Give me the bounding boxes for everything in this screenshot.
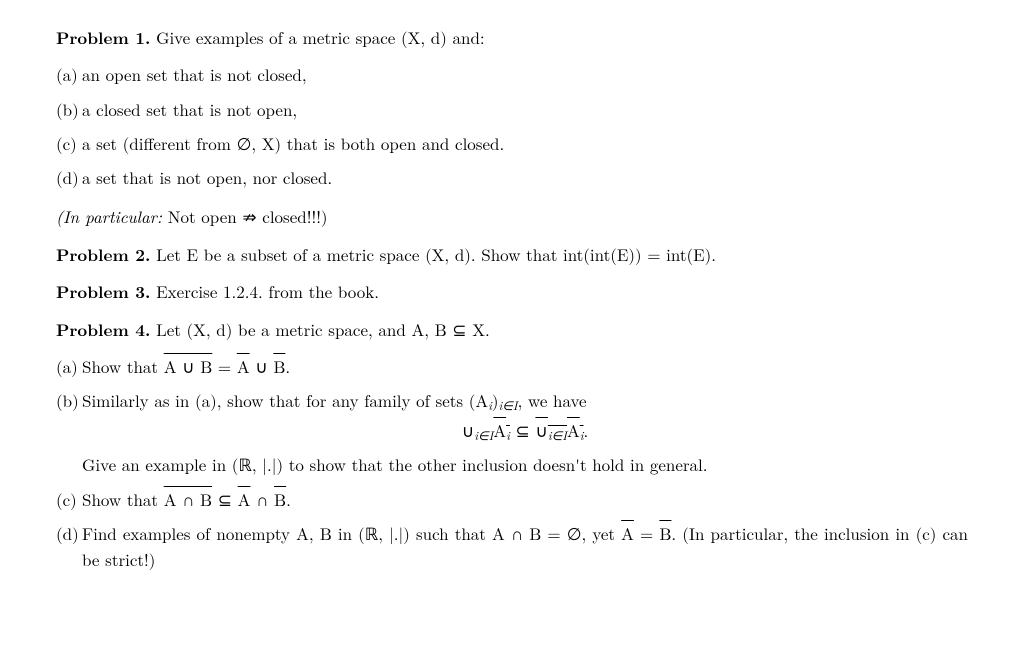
p4-c-r2: B (274, 487, 286, 511)
p4-a-eq: = (212, 354, 237, 378)
p4-a-pre: Show that (82, 354, 164, 378)
p4-b-abar: Ai (493, 418, 510, 442)
p1-c-marker: (c) (56, 130, 77, 156)
p4-c-lhs: A ∩ B (164, 487, 212, 511)
p1-item-c: (c) a set (different from ∅, X) that is … (56, 126, 968, 160)
p4-b-lead: Similarly as in (a), show that for any f… (82, 388, 587, 412)
problem-3-label: Problem 3. (56, 280, 150, 304)
problem-4-heading: Problem 4. Let (X, d) be a metric space,… (56, 316, 968, 343)
problem-4-list: (a) Show that A ∪ B = A ∪ B. (b) Similar… (56, 349, 968, 577)
p1-d-text: a set that is not open, nor closed. (82, 165, 332, 189)
p4-b-lead-pre: Similarly as in (a), show that for any f… (82, 388, 488, 412)
problem-3: Problem 3. Exercise 1.2.4. from the book… (56, 278, 968, 305)
p4-d-bbar: B (659, 521, 671, 545)
p4-b-display: ∪i∈IAi ⊆ ∪i∈IAi. (82, 417, 968, 445)
p1-note: (In particular: Not open ⇏ closed!!!) (56, 203, 968, 229)
p4-b-lead-post: , we have (518, 388, 587, 412)
p4-b-u1: ∪ (462, 418, 474, 442)
p4-item-c: (c) Show that A ∩ B ⊆ A ∩ B. (56, 482, 968, 516)
p1-a-text: an open set that is not closed, (82, 62, 307, 86)
p4-d-pre: Find examples of nonempty A, B in (ℝ, |.… (82, 521, 621, 545)
problem-2-heading: Problem 2. Let E be a subset of a metric… (56, 241, 968, 268)
problem-1-heading: Problem 1. Give examples of a metric spa… (56, 24, 968, 51)
p1-item-b: (b) a closed set that is not open, (56, 92, 968, 126)
p4-b-disp-end: . (584, 418, 589, 442)
p1-note-prefix: (In particular: (56, 204, 162, 228)
problem-4: Problem 4. Let (X, d) be a metric space,… (56, 316, 968, 577)
p1-item-a: (a) an open set that is not closed, (56, 57, 968, 91)
p4-b-marker: (b) (56, 387, 79, 413)
p1-b-marker: (b) (56, 96, 79, 122)
p4-c-pre: Show that (82, 487, 164, 511)
problem-4-label: Problem 4. (56, 318, 150, 342)
p4-a-r1: A (237, 354, 250, 378)
p4-c-text: Show that A ∩ B ⊆ A ∩ B. (82, 487, 291, 511)
problem-1-label: Problem 1. (56, 26, 150, 50)
problem-3-text: Exercise 1.2.4. from the book. (156, 279, 379, 303)
p1-b-text: a closed set that is not open, (82, 97, 297, 121)
p4-b-s2: i∈I (548, 426, 567, 444)
p4-c-r1: A (238, 487, 251, 511)
p4-b-lead-sub2: i∈I (499, 396, 518, 414)
p1-d-marker: (d) (56, 164, 79, 190)
p1-a-marker: (a) (56, 61, 78, 87)
problem-2-text: Let E be a subset of a metric space (X, … (156, 242, 716, 266)
p1-item-d: (d) a set that is not open, nor closed. (56, 160, 968, 194)
p4-c-end: . (286, 487, 291, 511)
problem-4-intro: Let (X, d) be a metric space, and A, B ⊆… (156, 317, 490, 341)
p4-item-d: (d) Find examples of nonempty A, B in (ℝ… (56, 516, 968, 577)
p4-c-marker: (c) (56, 486, 77, 512)
problem-2: Problem 2. Let E be a subset of a metric… (56, 241, 968, 268)
problem-1-intro: Give examples of a metric space (X, d) a… (156, 25, 485, 49)
p4-d-text: Find examples of nonempty A, B in (ℝ, |.… (82, 521, 968, 571)
p4-a-marker: (a) (56, 353, 78, 379)
p4-d-marker: (d) (56, 520, 79, 546)
p4-b-display-inner: ∪i∈IAi ⊆ ∪i∈IAi. (462, 418, 589, 442)
p4-a-cup: ∪ (250, 354, 274, 378)
p4-d-abar: A (621, 521, 634, 545)
p4-b-lead-mid: ) (492, 388, 499, 412)
p4-b-s1: i∈I (474, 426, 493, 444)
p1-note-rest: Not open ⇏ closed!!!) (162, 204, 327, 228)
p4-item-b: (b) Similarly as in (a), show that for a… (56, 383, 968, 481)
problem-3-heading: Problem 3. Exercise 1.2.4. from the book… (56, 278, 968, 305)
p1-c-text: a set (different from ∅, X) that is both… (82, 131, 504, 155)
problem-1: Problem 1. Give examples of a metric spa… (56, 24, 968, 229)
problem-2-label: Problem 2. (56, 243, 150, 267)
p4-b-tail: Give an example in (ℝ, |.|) to show that… (82, 451, 968, 477)
p4-c-cap: ∩ (250, 487, 274, 511)
p4-b-a2: A (567, 418, 580, 442)
p4-b-u2: ∪ (535, 418, 547, 442)
p4-b-rel: ⊆ (510, 418, 536, 442)
p4-a-lhs: A ∪ B (164, 354, 213, 378)
p4-d-eq: = (634, 521, 659, 545)
p4-a-r2: B (273, 354, 285, 378)
p4-a-text: Show that A ∪ B = A ∪ B. (82, 354, 290, 378)
p4-b-rhsbar: ∪i∈IAi (535, 418, 583, 442)
p4-item-a: (a) Show that A ∪ B = A ∪ B. (56, 349, 968, 383)
p4-a-end: . (285, 354, 290, 378)
p4-c-rel: ⊆ (212, 487, 238, 511)
p4-b-abar-a: A (493, 418, 506, 442)
problem-1-list: (a) an open set that is not closed, (b) … (56, 57, 968, 194)
